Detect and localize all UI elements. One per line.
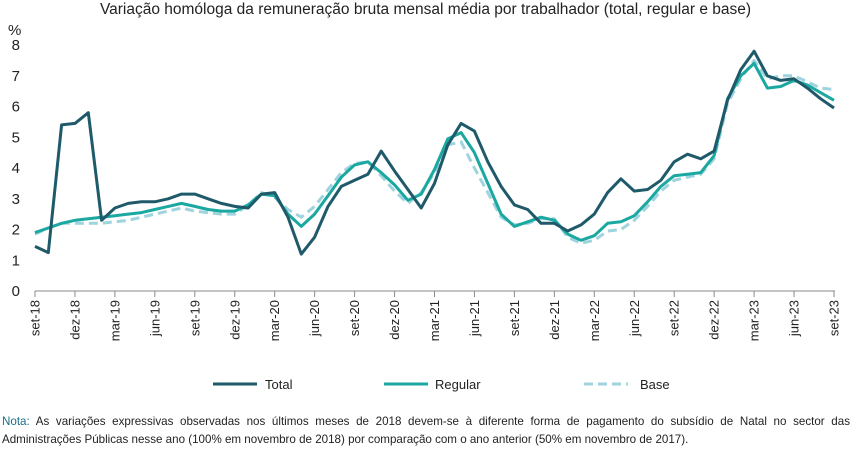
x-tick-label: jun-21	[467, 300, 482, 337]
legend: Total Regular Base	[213, 377, 670, 392]
x-tick-label: mar-21	[427, 300, 442, 341]
chart-title: Variação homóloga da remuneração bruta m…	[99, 1, 752, 18]
x-tick-label: mar-23	[747, 300, 762, 341]
legend-label-regular: Regular	[435, 377, 481, 392]
chart-note: Nota: As variações expressivas observada…	[2, 413, 850, 449]
y-tick-label: 5	[12, 129, 20, 146]
series-line-total	[34, 49, 835, 256]
x-tick-label: set-18	[28, 300, 43, 336]
x-tick-label: set-23	[827, 300, 842, 336]
series-line-base	[34, 58, 835, 245]
x-tick-label: mar-22	[587, 300, 602, 341]
chart-area: % 0 1 2 3 4 5 6 7 8 set-18 dez-18 mar-19 jun-19 set-19…	[8, 22, 842, 392]
plot-lines	[34, 49, 835, 256]
y-tick-label: 3	[12, 191, 20, 208]
y-unit-label: %	[8, 22, 21, 39]
y-tick-label: 7	[12, 68, 20, 85]
x-tick-label: jun-20	[307, 300, 322, 337]
y-tick-label: 2	[12, 222, 20, 239]
x-tick-label: mar-19	[107, 300, 122, 341]
x-tick-label: dez-19	[227, 300, 242, 340]
x-tick-label: set-20	[347, 300, 362, 336]
y-tick-label: 8	[12, 37, 20, 54]
x-tick-label: dez-21	[547, 300, 562, 340]
x-tick-label: mar-20	[267, 300, 282, 341]
x-tick-label: dez-22	[707, 300, 722, 340]
note-text: As variações expressivas observadas nos …	[2, 415, 850, 446]
x-tick-label: dez-18	[67, 300, 82, 340]
x-tick-label: dez-20	[387, 300, 402, 340]
x-tick-label: jun-22	[627, 300, 642, 337]
x-tick-label: jun-19	[147, 300, 162, 337]
chart-axes: % 0 1 2 3 4 5 6 7 8 set-18 dez-18 mar-19 jun-19 set-19…	[8, 22, 842, 341]
note-label: Nota:	[2, 415, 30, 428]
x-tick-label: set-22	[667, 300, 682, 336]
x-tick-label: set-21	[507, 300, 522, 336]
legend-label-base: Base	[640, 377, 670, 392]
series-line-regular	[34, 61, 835, 242]
x-tick-label: jun-23	[787, 300, 802, 337]
y-tick-label: 1	[12, 252, 20, 269]
legend-label-total: Total	[265, 377, 293, 392]
y-tick-label: 0	[12, 283, 20, 300]
x-tick-label: set-19	[187, 300, 202, 336]
y-tick-label: 6	[12, 99, 20, 116]
y-tick-label: 4	[12, 160, 20, 177]
